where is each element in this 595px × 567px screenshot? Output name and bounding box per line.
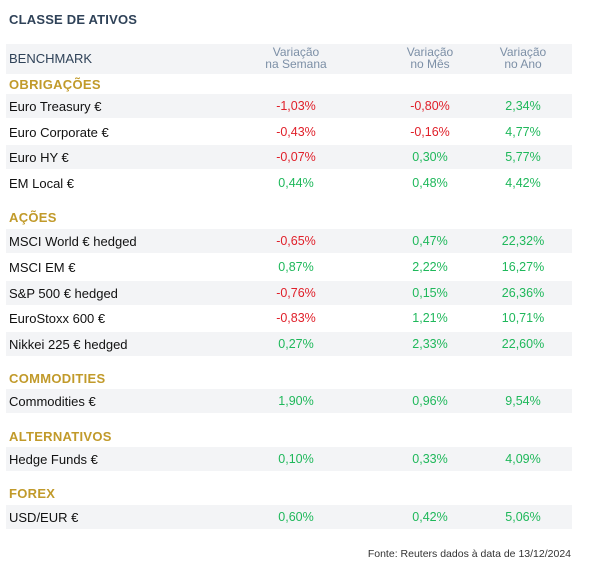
section-title-commodities: COMMODITIES bbox=[9, 371, 106, 386]
row-name: Hedge Funds € bbox=[9, 452, 98, 467]
row-name: S&P 500 € hedged bbox=[9, 286, 118, 301]
week-change: -0,07% bbox=[276, 150, 316, 164]
source-note: Fonte: Reuters dados à data de 13/12/202… bbox=[367, 548, 571, 560]
table-row: Euro Corporate € -0,43% -0,16% 4,77% bbox=[6, 120, 572, 144]
table-row: MSCI World € hedged -0,65% 0,47% 22,32% bbox=[6, 229, 572, 253]
week-change: 0,87% bbox=[278, 260, 314, 274]
table-row: USD/EUR € 0,60% 0,42% 5,06% bbox=[6, 505, 572, 529]
year-change: 2,34% bbox=[505, 99, 541, 113]
year-header-line2: no Ano bbox=[504, 57, 542, 71]
benchmark-header: BENCHMARK bbox=[9, 51, 93, 66]
year-change: 4,09% bbox=[505, 452, 541, 466]
section-title-forex: FOREX bbox=[9, 486, 56, 501]
year-change: 22,32% bbox=[501, 234, 545, 248]
year-change: 22,60% bbox=[501, 337, 545, 351]
row-name: Euro Treasury € bbox=[9, 99, 102, 114]
month-change: 0,42% bbox=[412, 510, 448, 524]
section-title-bonds: OBRIGAÇÕES bbox=[9, 77, 101, 92]
month-change: 0,96% bbox=[412, 394, 448, 408]
year-change: 5,77% bbox=[505, 150, 541, 164]
table-row: Euro HY € -0,07% 0,30% 5,77% bbox=[6, 145, 572, 169]
table-row: EuroStoxx 600 € -0,83% 1,21% 10,71% bbox=[6, 306, 572, 330]
year-change: 4,77% bbox=[505, 125, 541, 139]
row-name: Nikkei 225 € hedged bbox=[9, 337, 128, 352]
year-change: 9,54% bbox=[505, 394, 541, 408]
week-change: -0,76% bbox=[276, 286, 316, 300]
week-change: 0,27% bbox=[278, 337, 314, 351]
month-header-line2: no Mês bbox=[410, 57, 450, 71]
week-change: 0,60% bbox=[278, 510, 314, 524]
month-change-header: Variação no Mês bbox=[380, 46, 480, 70]
row-name: MSCI EM € bbox=[9, 260, 76, 275]
section-title-equities: AÇÕES bbox=[9, 210, 57, 225]
row-name: Euro HY € bbox=[9, 150, 69, 165]
row-name: MSCI World € hedged bbox=[9, 234, 137, 249]
table-row: EM Local € 0,44% 0,48% 4,42% bbox=[6, 171, 572, 195]
table-row: Hedge Funds € 0,10% 0,33% 4,09% bbox=[6, 447, 572, 471]
week-change: -0,65% bbox=[276, 234, 316, 248]
week-change: 1,90% bbox=[278, 394, 314, 408]
row-name: Commodities € bbox=[9, 394, 96, 409]
year-change: 5,06% bbox=[505, 510, 541, 524]
month-header-line1: Variação bbox=[406, 45, 454, 59]
page-title: CLASSE DE ATIVOS bbox=[9, 12, 138, 27]
month-change: 1,21% bbox=[412, 311, 448, 325]
year-change: 10,71% bbox=[501, 311, 545, 325]
week-header-line2: na Semana bbox=[265, 57, 327, 71]
month-change: -0,16% bbox=[410, 125, 450, 139]
table-row: Commodities € 1,90% 0,96% 9,54% bbox=[6, 389, 572, 413]
month-change: -0,80% bbox=[410, 99, 450, 113]
month-change: 0,15% bbox=[412, 286, 448, 300]
week-change: 0,10% bbox=[278, 452, 314, 466]
year-change-header: Variação no Ano bbox=[473, 46, 573, 70]
section-title-alternatives: ALTERNATIVOS bbox=[9, 429, 112, 444]
year-header-line1: Variação bbox=[499, 45, 547, 59]
row-name: EuroStoxx 600 € bbox=[9, 311, 106, 326]
row-name: Euro Corporate € bbox=[9, 125, 109, 140]
table-row: Nikkei 225 € hedged 0,27% 2,33% 22,60% bbox=[6, 332, 572, 356]
year-change: 26,36% bbox=[501, 286, 545, 300]
table-row: MSCI EM € 0,87% 2,22% 16,27% bbox=[6, 255, 572, 279]
week-header-line1: Variação bbox=[272, 45, 320, 59]
year-change: 16,27% bbox=[501, 260, 545, 274]
week-change: -1,03% bbox=[276, 99, 316, 113]
row-name: EM Local € bbox=[9, 176, 75, 191]
week-change-header: Variação na Semana bbox=[246, 46, 346, 70]
month-change: 2,33% bbox=[412, 337, 448, 351]
table-row: Euro Treasury € -1,03% -0,80% 2,34% bbox=[6, 94, 572, 118]
month-change: 0,48% bbox=[412, 176, 448, 190]
month-change: 0,47% bbox=[412, 234, 448, 248]
month-change: 2,22% bbox=[412, 260, 448, 274]
week-change: -0,43% bbox=[276, 125, 316, 139]
row-name: USD/EUR € bbox=[9, 510, 79, 525]
table-header: BENCHMARK Variação na Semana Variação no… bbox=[6, 44, 572, 74]
table-row: S&P 500 € hedged -0,76% 0,15% 26,36% bbox=[6, 281, 572, 305]
year-change: 4,42% bbox=[505, 176, 541, 190]
month-change: 0,30% bbox=[412, 150, 448, 164]
week-change: 0,44% bbox=[278, 176, 314, 190]
month-change: 0,33% bbox=[412, 452, 448, 466]
week-change: -0,83% bbox=[276, 311, 316, 325]
